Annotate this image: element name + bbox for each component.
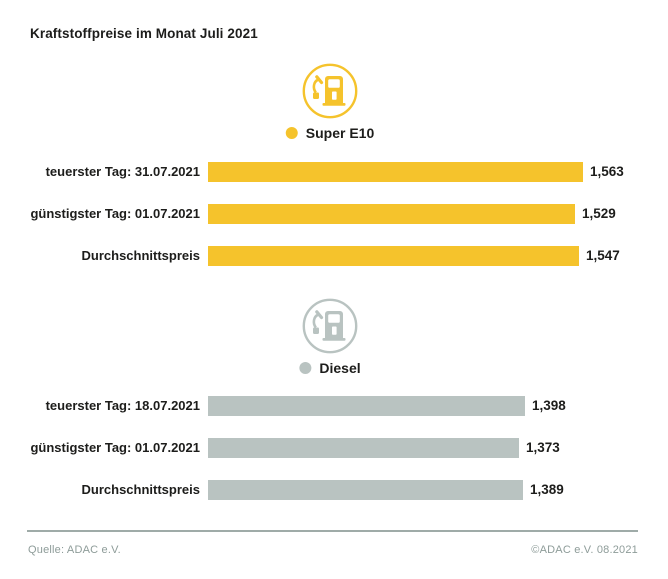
fuel-pump-icon <box>302 298 358 354</box>
legend-dot-super-e10 <box>285 127 298 139</box>
bar-label: teuerster Tag: 18.07.2021 <box>45 398 200 413</box>
bar <box>208 204 575 224</box>
bar-group-super-e10: teuerster Tag: 31.07.2021 1,563 günstigs… <box>0 162 668 288</box>
bar-row: günstigster Tag: 01.07.2021 1,529 <box>0 204 668 224</box>
legend-label-diesel: Diesel <box>319 360 361 376</box>
bar-group-diesel: teuerster Tag: 18.07.2021 1,398 günstigs… <box>0 396 668 522</box>
legend-dot-diesel <box>299 362 312 374</box>
bar <box>208 480 523 500</box>
bar-value: 1,563 <box>590 164 624 179</box>
bar <box>208 438 519 458</box>
bar-label: günstigster Tag: 01.07.2021 <box>30 440 200 455</box>
bar-value: 1,529 <box>582 206 616 221</box>
bar <box>208 162 583 182</box>
bar-label: Durchschnittspreis <box>81 482 200 497</box>
footer-source: Quelle: ADAC e.V. <box>28 544 121 556</box>
bar-value: 1,373 <box>526 440 560 455</box>
bar-row: günstigster Tag: 01.07.2021 1,373 <box>0 438 668 458</box>
footer-divider <box>27 530 638 532</box>
bar-value: 1,547 <box>586 248 620 263</box>
bar <box>208 396 525 416</box>
legend-label-super-e10: Super E10 <box>305 125 375 141</box>
bar <box>208 246 579 266</box>
bar-label: günstigster Tag: 01.07.2021 <box>30 206 200 221</box>
bar-row: Durchschnittspreis 1,389 <box>0 480 668 500</box>
footer-copyright: ©ADAC e.V. 08.2021 <box>531 544 638 556</box>
bar-label: Durchschnittspreis <box>81 248 200 263</box>
bar-row: Durchschnittspreis 1,547 <box>0 246 668 266</box>
bar-row: teuerster Tag: 18.07.2021 1,398 <box>0 396 668 416</box>
fuel-pump-icon <box>302 63 358 119</box>
bar-value: 1,398 <box>532 398 566 413</box>
bar-value: 1,389 <box>530 482 564 497</box>
page-title: Kraftstoffpreise im Monat Juli 2021 <box>30 26 258 41</box>
legend-super-e10: Super E10 <box>285 125 375 141</box>
bar-label: teuerster Tag: 31.07.2021 <box>45 164 200 179</box>
legend-diesel: Diesel <box>299 360 361 376</box>
bar-row: teuerster Tag: 31.07.2021 1,563 <box>0 162 668 182</box>
